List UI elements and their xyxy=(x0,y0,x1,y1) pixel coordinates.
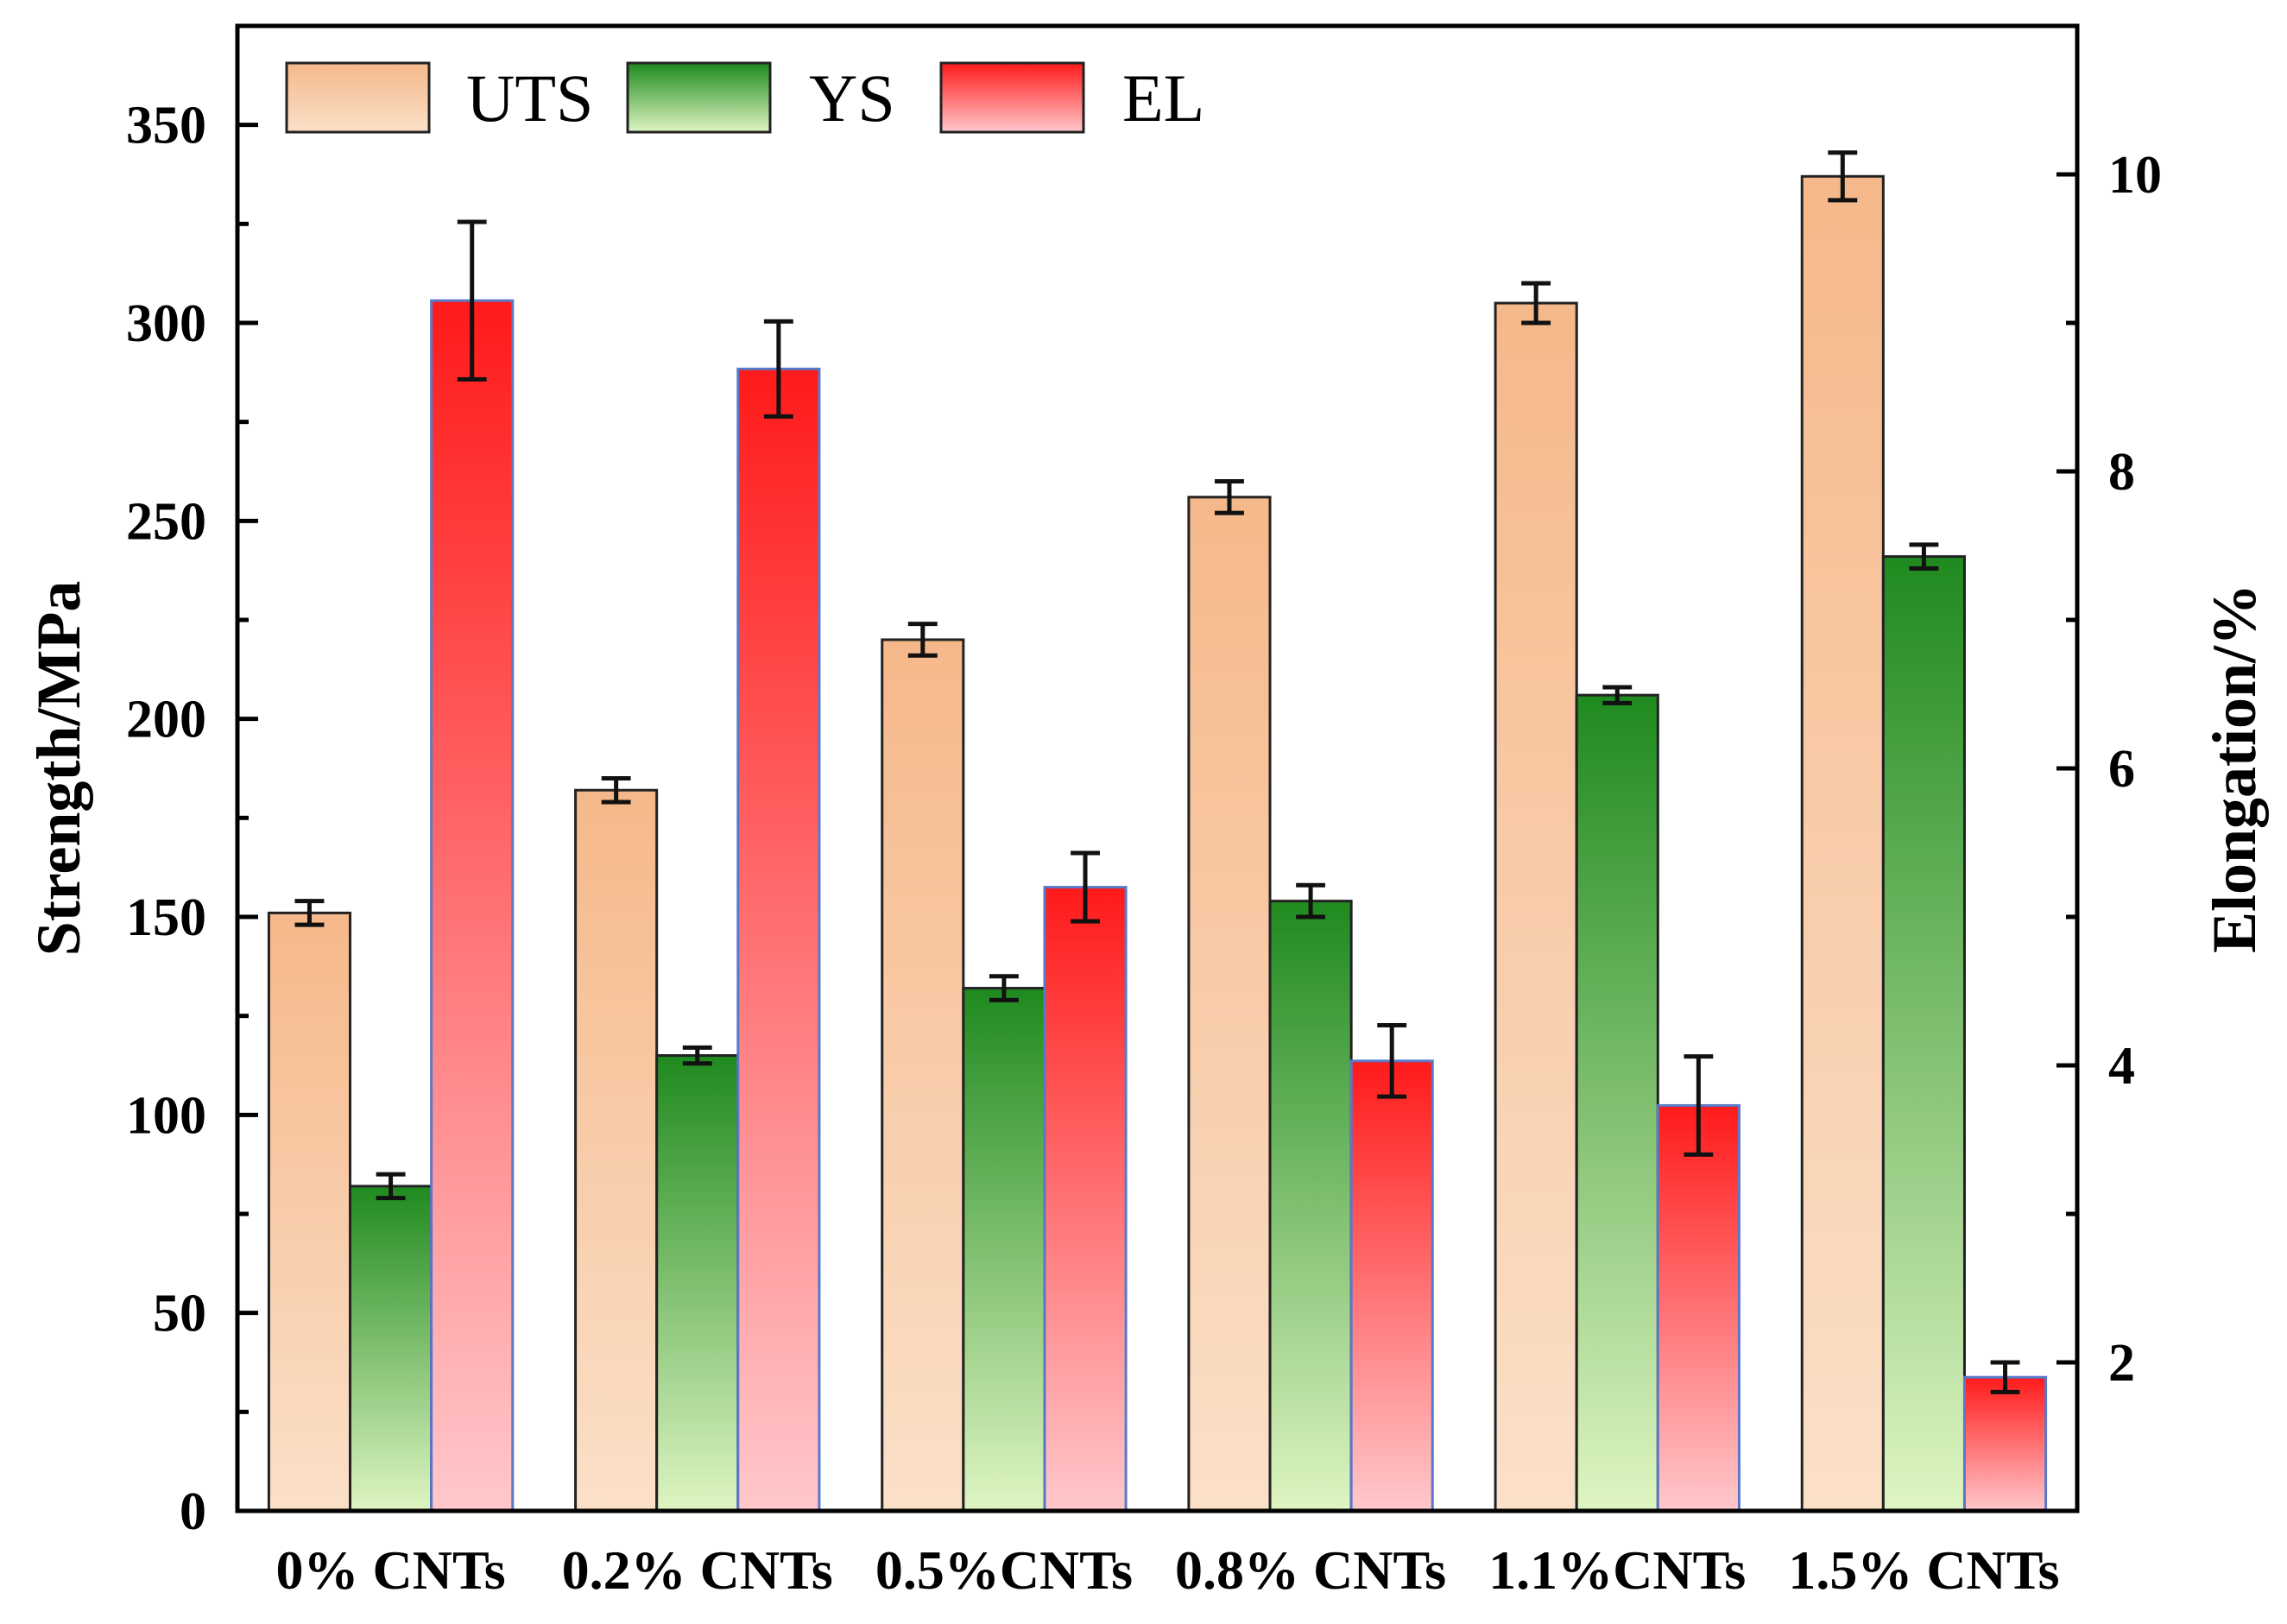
y-left-tick-label: 0 xyxy=(180,1482,206,1541)
bar-ys-1 xyxy=(655,1054,740,1513)
error-bar-el-0 xyxy=(457,219,487,382)
error-bar-uts-0 xyxy=(294,899,325,927)
error-bars-layer xyxy=(294,150,2020,1394)
legend-swatch-el xyxy=(939,61,1085,134)
error-bar-uts-2 xyxy=(907,622,938,658)
bar-el-1 xyxy=(736,367,821,1513)
error-bar-el-5 xyxy=(1990,1360,2020,1394)
legend-label-uts: UTS xyxy=(466,60,593,136)
legend-label-ys: YS xyxy=(809,60,895,136)
y-left-tick-label: 300 xyxy=(126,294,206,353)
error-bar-ys-2 xyxy=(989,974,1019,1002)
error-bar-ys-0 xyxy=(376,1172,406,1201)
bar-uts-2 xyxy=(881,638,965,1513)
y-right-tick-label: 10 xyxy=(2108,146,2162,205)
error-bar-el-2 xyxy=(1071,850,1100,924)
x-category-label: 0% CNTs xyxy=(276,1539,506,1601)
y-left-tick-label: 350 xyxy=(126,97,206,155)
bar-uts-0 xyxy=(267,911,352,1513)
bar-ys-4 xyxy=(1575,693,1659,1513)
error-bar-el-3 xyxy=(1377,1023,1407,1099)
bar-ys-2 xyxy=(962,987,1046,1513)
bars-layer xyxy=(267,174,2048,1513)
error-bar-uts-4 xyxy=(1521,281,1551,325)
x-category-label: 0.5%CNTs xyxy=(875,1539,1133,1601)
legend-label-el: EL xyxy=(1122,60,1204,136)
y-left-tick-label: 100 xyxy=(126,1086,206,1145)
bar-el-2 xyxy=(1043,886,1128,1513)
bar-ys-0 xyxy=(349,1185,433,1513)
y-axis-title-right: Elongation/% xyxy=(2200,584,2269,953)
legend: UTS YS EL xyxy=(285,60,1204,136)
y-left-tick-label: 50 xyxy=(153,1285,206,1343)
y-right-tick-label: 2 xyxy=(2108,1334,2135,1393)
x-category-label: 0.2% CNTs xyxy=(562,1539,833,1601)
bar-uts-4 xyxy=(1494,301,1578,1513)
bar-el-5 xyxy=(1962,1375,2048,1513)
labels-layer: 0 50 100 150 200 250 300 350 2 4 6 8 10 0% CNTs 0.2% C… xyxy=(126,97,2162,1601)
error-bar-el-1 xyxy=(763,319,793,419)
y-left-tick-label: 150 xyxy=(126,888,206,947)
x-category-label: 1.1%CNTs xyxy=(1488,1539,1746,1601)
ticks-layer xyxy=(237,23,2077,1513)
error-bar-ys-4 xyxy=(1602,685,1633,705)
y-left-tick-label: 200 xyxy=(126,691,206,749)
error-bar-el-4 xyxy=(1684,1054,1714,1157)
y-right-tick-label: 4 xyxy=(2108,1037,2135,1096)
y-left-tick-label: 250 xyxy=(126,492,206,551)
bar-uts-3 xyxy=(1187,496,1272,1513)
error-bar-uts-3 xyxy=(1215,478,1244,515)
bar-el-4 xyxy=(1656,1103,1741,1513)
x-category-label: 1.5% CNTs xyxy=(1788,1539,2059,1601)
error-bar-ys-3 xyxy=(1296,882,1326,919)
legend-swatch-uts xyxy=(285,61,431,134)
x-category-label: 0.8% CNTs xyxy=(1175,1539,1446,1601)
error-bar-ys-5 xyxy=(1909,542,1939,571)
y-right-tick-label: 6 xyxy=(2108,740,2135,799)
bar-el-3 xyxy=(1349,1059,1434,1513)
y-axis-title-left: Strength/MPa xyxy=(24,581,93,957)
y-right-tick-label: 8 xyxy=(2108,443,2135,502)
bar-uts-1 xyxy=(574,788,659,1513)
error-bar-uts-5 xyxy=(1828,150,1858,203)
bar-uts-5 xyxy=(1800,174,1885,1513)
error-bar-ys-1 xyxy=(682,1045,712,1066)
bar-ys-5 xyxy=(1881,555,1966,1513)
bar-el-0 xyxy=(430,299,515,1513)
bar-ys-3 xyxy=(1268,900,1353,1513)
error-bar-uts-1 xyxy=(601,775,631,805)
legend-swatch-ys xyxy=(626,61,772,134)
